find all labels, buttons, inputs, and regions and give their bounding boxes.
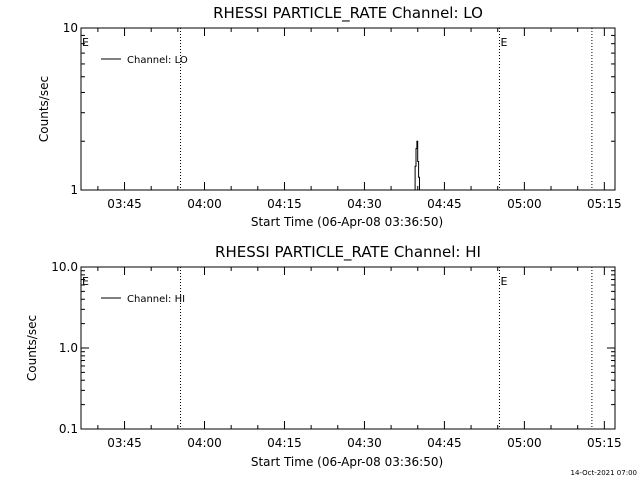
- x-tick-label: 03:45: [107, 436, 142, 450]
- x-tick-label: 04:15: [267, 436, 302, 450]
- x-tick-label: 04:30: [347, 197, 382, 211]
- chart-panel-1: RHESSI PARTICLE_RATE Channel: LO E E 03:45 0…: [37, 4, 622, 229]
- legend-entry: Channel: HI: [127, 294, 185, 305]
- x-tick-label: 05:15: [587, 436, 622, 450]
- y-axis-label: Counts/sec: [37, 76, 51, 142]
- y-tick-label: 1: [70, 183, 78, 197]
- x-tick-label: 05:15: [587, 197, 622, 211]
- chart-panel-2: RHESSI PARTICLE_RATE Channel: HI E E 03:45 0…: [25, 243, 622, 469]
- plot-frame: [80, 266, 616, 430]
- y-tick-label: 0.1: [59, 422, 78, 436]
- x-tick-label: 04:30: [347, 436, 382, 450]
- generation-timestamp: 14-Oct-2021 07:00: [571, 469, 637, 477]
- legend-entry: Channel: LO: [127, 55, 188, 66]
- y-tick-label: 1.0: [59, 341, 78, 355]
- x-tick-label: 04:00: [187, 197, 222, 211]
- event-flag: E: [82, 36, 89, 49]
- y-axis-label: Counts/sec: [25, 315, 39, 381]
- series-line: [414, 140, 420, 190]
- chart-title: RHESSI PARTICLE_RATE Channel: HI: [215, 243, 481, 262]
- x-axis-label: Start Time (06-Apr-08 03:36:50): [251, 215, 443, 229]
- event-flag: E: [500, 36, 507, 49]
- x-tick-label: 04:45: [427, 436, 462, 450]
- y-tick-label: 10: [63, 21, 78, 35]
- x-tick-label: 04:15: [267, 197, 302, 211]
- x-tick-label: 03:45: [107, 197, 142, 211]
- x-tick-label: 05:00: [507, 197, 542, 211]
- chart-title: RHESSI PARTICLE_RATE Channel: LO: [213, 4, 483, 23]
- event-flag: E: [82, 275, 89, 288]
- event-flag: E: [500, 275, 507, 288]
- x-tick-label: 05:00: [507, 436, 542, 450]
- plot-frame: [80, 27, 616, 191]
- x-tick-label: 04:45: [427, 197, 462, 211]
- x-tick-label: 04:00: [187, 436, 222, 450]
- x-axis-label: Start Time (06-Apr-08 03:36:50): [251, 455, 443, 469]
- y-tick-label: 10.0: [51, 260, 78, 274]
